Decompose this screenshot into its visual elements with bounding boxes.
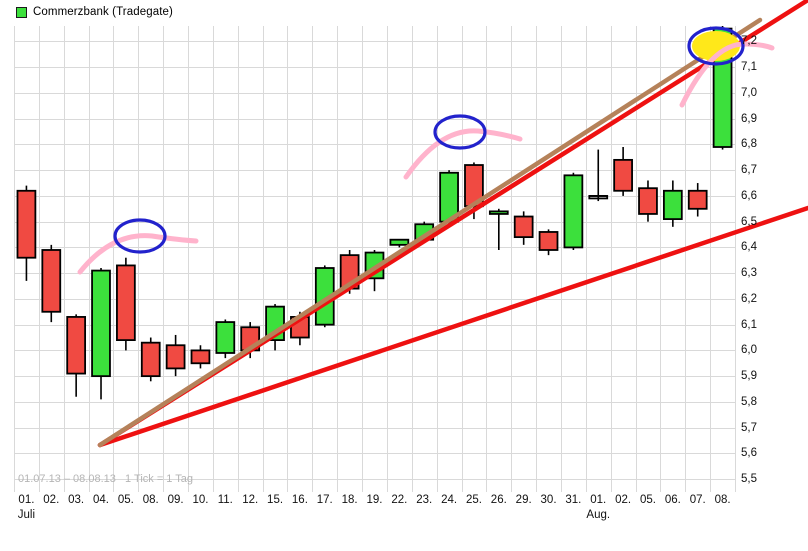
y-axis-tick: 7,2: [741, 35, 757, 48]
y-axis-tick: 5,6: [741, 447, 757, 460]
y-axis-tick: 6,4: [741, 241, 757, 254]
x-axis-tick: 29.: [515, 494, 532, 506]
x-axis-tick: 09.: [167, 494, 184, 506]
x-axis-tick: 08.: [714, 494, 731, 506]
x-axis-tick: 08.: [142, 494, 159, 506]
y-axis-tick: 6,7: [741, 164, 757, 177]
x-axis-tick: 15.: [267, 494, 284, 506]
y-axis-tick: 6,2: [741, 292, 757, 305]
page-title: Commerzbank (Tradegate): [33, 6, 173, 18]
x-axis-tick: 05.: [117, 494, 134, 506]
y-axis-tick: 7,0: [741, 86, 757, 99]
x-axis-tick: 02.: [43, 494, 60, 506]
chart-legend: Commerzbank (Tradegate): [16, 6, 173, 18]
y-axis-tick: 6,3: [741, 267, 757, 280]
yellow-highlight-breakout: [692, 31, 740, 61]
pink-arc-second-signal: [403, 128, 523, 180]
y-axis-tick: 5,9: [741, 370, 757, 383]
y-axis-tick: 6,0: [741, 344, 757, 357]
y-axis-tick: 6,1: [741, 318, 757, 331]
x-axis-tick: 12.: [242, 494, 259, 506]
x-axis-tick: 26.: [490, 494, 507, 506]
x-axis-tick: 05.: [639, 494, 656, 506]
steep-support-line: [97, 17, 763, 448]
x-axis-tick: 16.: [291, 494, 308, 506]
x-axis-tick: 11.: [217, 494, 233, 506]
x-axis-tick: 04.: [93, 494, 110, 506]
y-axis-tick: 5,7: [741, 421, 757, 434]
x-axis-tick: 06.: [664, 494, 681, 506]
x-axis-tick: 02.: [615, 494, 632, 506]
lower-support-line: [97, 205, 808, 448]
x-axis-tick: 30.: [540, 494, 557, 506]
x-axis-tick: 10.: [192, 494, 209, 506]
x-axis-tick: 17.: [316, 494, 333, 506]
y-axis-tick: 7,1: [741, 61, 757, 74]
y-axis-tick: 6,6: [741, 189, 757, 202]
x-axis-tick: 24.: [441, 494, 458, 506]
y-axis-tick: 6,5: [741, 215, 757, 228]
x-axis-tick: 01.: [18, 494, 35, 506]
x-axis-tick: 19.: [366, 494, 383, 506]
x-axis-tick: 23.: [416, 494, 433, 506]
x-axis-tick: 01.: [590, 494, 607, 506]
y-axis-tick: 5,8: [741, 395, 757, 408]
y-axis-tick: 6,8: [741, 138, 757, 151]
x-axis-tick: 31.: [565, 494, 582, 506]
candlestick-series: [16, 26, 733, 400]
x-axis-tick: 03.: [68, 494, 85, 506]
blue-circle-first-signal: [113, 218, 167, 254]
y-axis-tick: 6,9: [741, 112, 757, 125]
x-axis-tick: 25.: [465, 494, 482, 506]
green-square-icon: [16, 6, 27, 18]
x-axis-tick: 22.: [391, 494, 408, 506]
pink-arc-first-signal: [77, 233, 199, 275]
x-axis-tick: 07.: [689, 494, 706, 506]
x-axis-month-label: Aug.: [586, 509, 611, 521]
blue-circle-breakout-signal: [687, 26, 745, 66]
chart-annotations: [77, 0, 808, 448]
chart-subtitle: 01.07.13 – 08.08.13 1 Tick = 1 Tag: [18, 473, 194, 485]
x-axis-month-label: Juli: [17, 509, 36, 521]
x-axis-tick: 18.: [341, 494, 358, 506]
y-axis-tick: 5,5: [741, 473, 757, 486]
blue-circle-second-signal: [433, 114, 487, 150]
